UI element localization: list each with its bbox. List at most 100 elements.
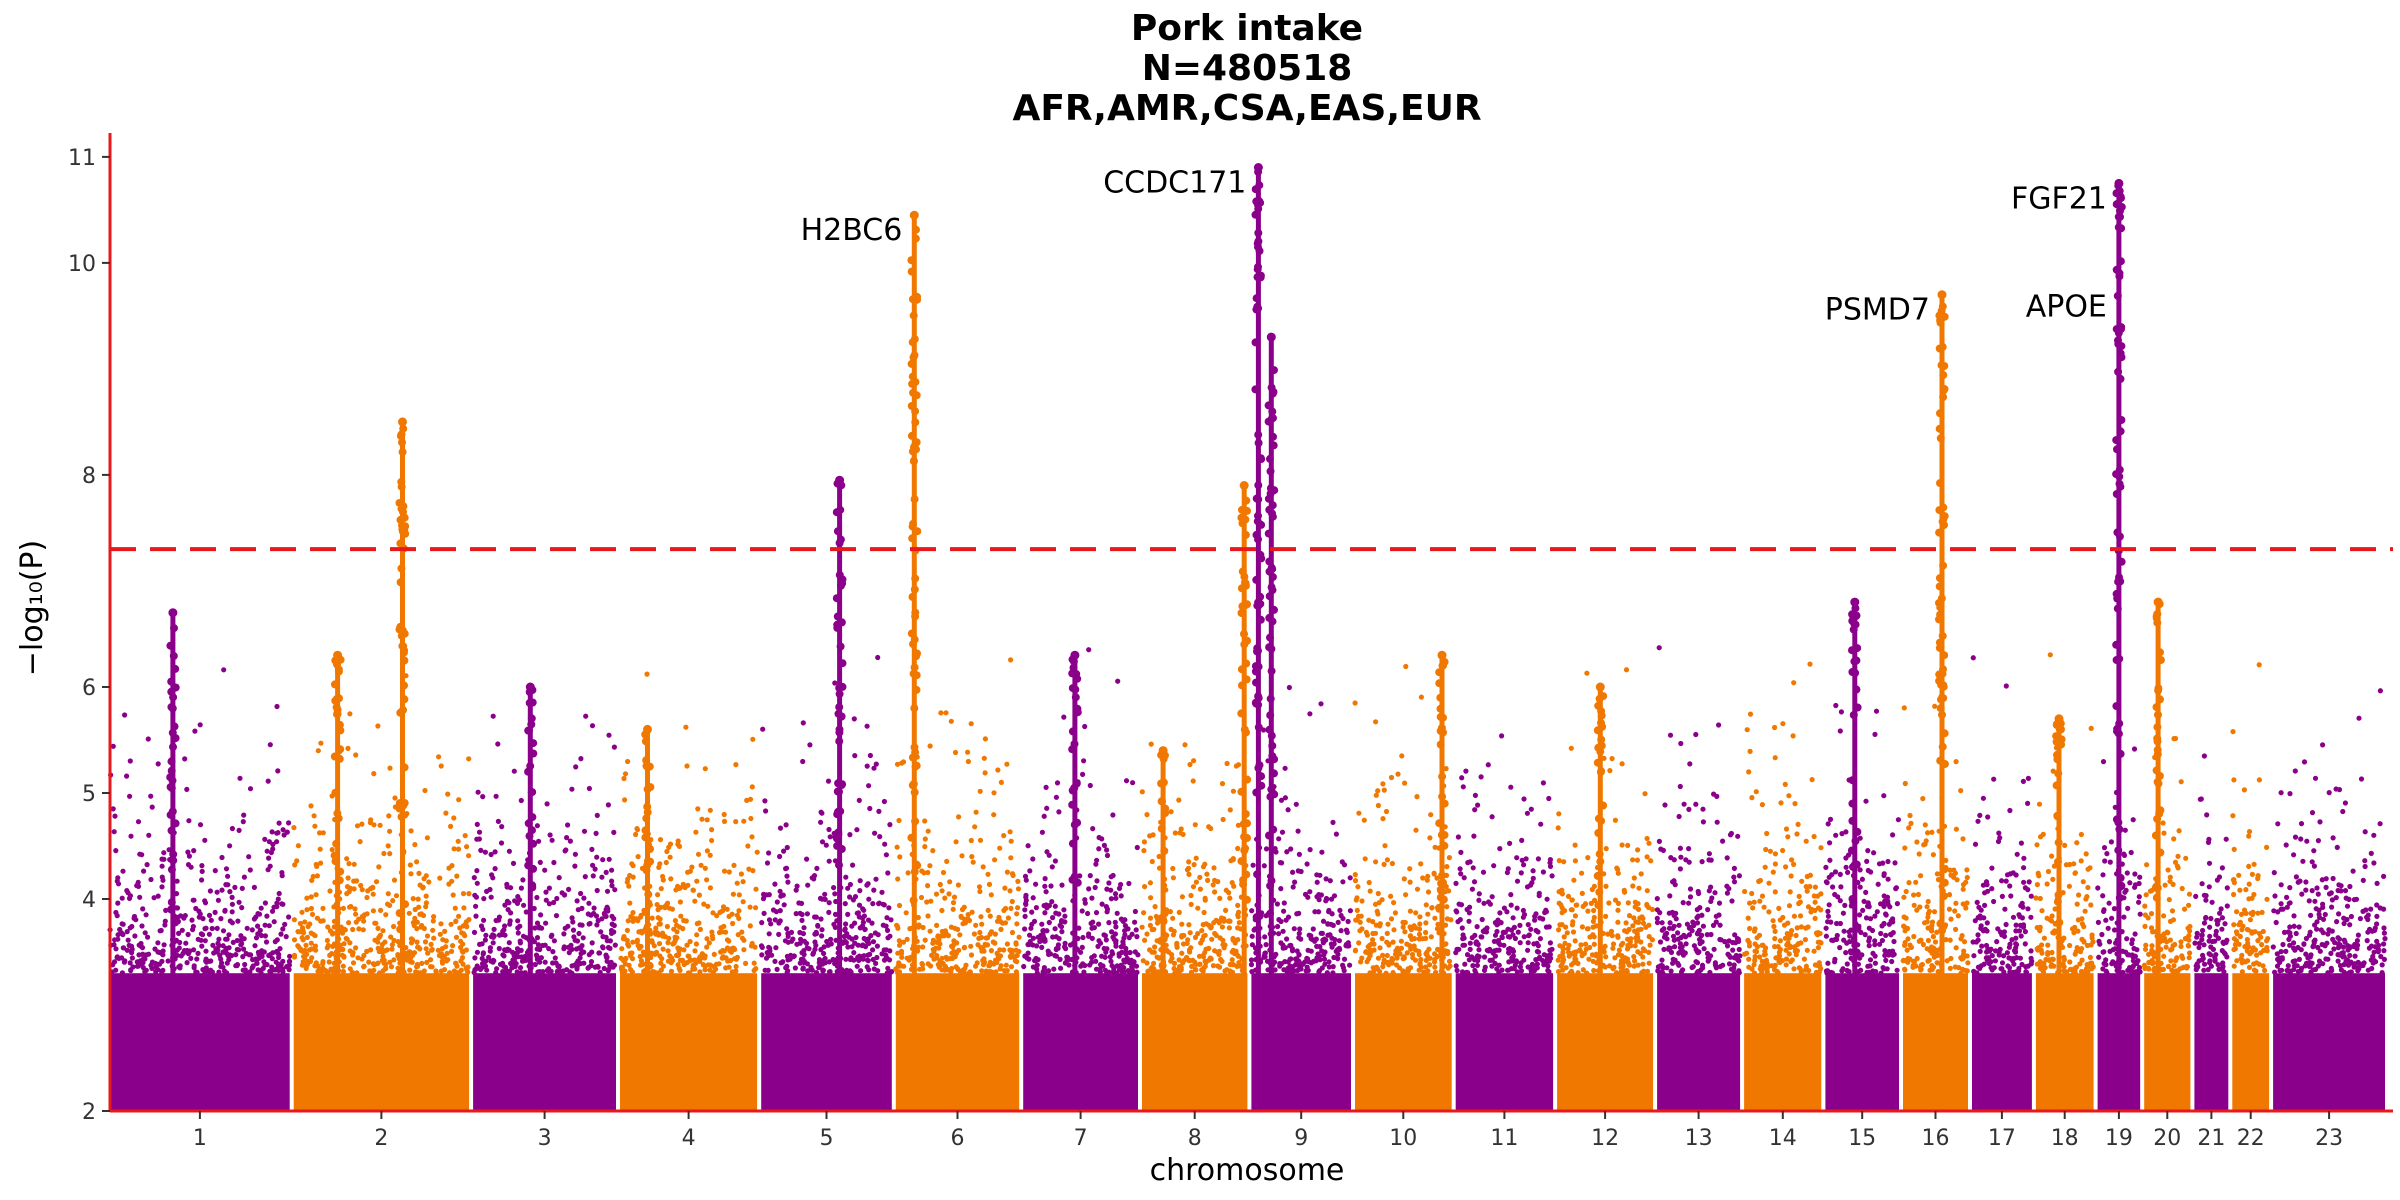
y-tick-label: 5 [82, 782, 96, 807]
peak-points [1435, 657, 1449, 912]
peak-top-point [1595, 682, 1605, 692]
y-tick-label: 2 [82, 1100, 96, 1125]
annotation-fgf21: FGF21 [2011, 181, 2107, 216]
peak-points [1264, 366, 1279, 918]
dense-points-band [1657, 973, 1741, 1111]
peak-11 [1264, 332, 1279, 976]
dense-points-band [761, 973, 892, 1111]
x-tick-label: 19 [2105, 1126, 2133, 1151]
chromosome-7-points [1021, 647, 1141, 1111]
x-tick-label: 21 [2197, 1126, 2225, 1151]
y-tick-label: 4 [82, 888, 96, 913]
peak-points [1251, 167, 1266, 922]
x-tick-label: 23 [2315, 1126, 2343, 1151]
peak-top-point [1850, 597, 1860, 607]
peak-9 [1237, 481, 1252, 976]
chromosome-10-points [1352, 663, 1454, 1111]
y-tick-label: 6 [82, 676, 96, 701]
chromosome-23-points [2270, 688, 2388, 1111]
chromosome-14-points [1741, 661, 1824, 1111]
chromosome-18-points [2033, 652, 2096, 1111]
peak-top-point [1437, 650, 1447, 660]
scatter-points [1021, 647, 1141, 976]
peak-top-point [1239, 481, 1249, 490]
scatter-points [107, 667, 293, 976]
chromosome-3-points [471, 713, 618, 1111]
x-tick-label: 18 [2051, 1126, 2079, 1151]
x-axis-title: chromosome [1150, 1153, 1345, 1188]
dense-points-band [473, 973, 616, 1111]
x-tick-label: 16 [1922, 1126, 1950, 1151]
peak-17 [2112, 178, 2126, 976]
dense-points-band [2194, 973, 2229, 1111]
chromosome-22-points [2230, 662, 2271, 1111]
annotation-apoe: APOE [2026, 290, 2107, 325]
chromosome-16-points [1900, 693, 1971, 1111]
chromosome-2-points [291, 673, 472, 1111]
peak-top-point [1937, 290, 1947, 300]
data-points [107, 163, 2388, 1111]
x-tick-label: 17 [1988, 1126, 2016, 1151]
dense-points-band [895, 973, 1020, 1111]
scatter-points [2141, 735, 2193, 975]
peak-top-point [168, 608, 178, 618]
gene-annotations: H2BC6 CCDC171 PSMD7 FGF21 APOE [801, 166, 2107, 328]
y-axis-title: −log₁₀(P) [15, 540, 50, 676]
peak-points [2112, 181, 2126, 902]
dense-points-band [1972, 973, 2032, 1111]
peak-top-point [333, 650, 343, 660]
peak-top-point [643, 724, 652, 734]
chromosome-4-points [618, 671, 760, 1111]
peak-points [1068, 655, 1082, 887]
dense-points-band [1744, 973, 1822, 1111]
chromosome-9-points [1248, 684, 1353, 1111]
dense-points-band [2144, 973, 2191, 1111]
x-tick-label: 1 [193, 1126, 207, 1151]
chromosome-6-points [893, 657, 1022, 1111]
peak-top-point [1266, 332, 1276, 342]
dense-points-band [1903, 973, 1968, 1111]
y-tick-label: 10 [68, 252, 96, 277]
dense-points-band [2097, 973, 2141, 1111]
peak-5 [832, 475, 847, 977]
scatter-points [893, 657, 1022, 976]
peak-top-point [1253, 163, 1263, 172]
peak-16 [2052, 714, 2066, 976]
x-tick-label: 15 [1848, 1126, 1876, 1151]
scatter-points [471, 713, 618, 976]
peak-points [1847, 604, 1862, 957]
peak-points [832, 479, 847, 977]
peak-points [1935, 302, 1949, 935]
x-tick-label: 12 [1591, 1126, 1619, 1151]
peak-points [395, 424, 410, 934]
dense-points-band [1142, 973, 1248, 1111]
scatter-points [1248, 684, 1353, 976]
chromosome-20-points [2141, 735, 2193, 1111]
x-tick-label: 11 [1490, 1126, 1518, 1151]
peak-14 [1847, 597, 1862, 976]
peak-0 [166, 608, 180, 976]
peak-top-point [1070, 650, 1080, 660]
peak-points [1593, 692, 1608, 910]
dense-points-band [1825, 973, 1899, 1111]
scatter-points [1823, 702, 1901, 976]
x-tick-label: 6 [951, 1126, 965, 1151]
scatter-points [758, 654, 895, 976]
peak-top-point [2153, 597, 2163, 607]
scatter-points [2270, 688, 2388, 976]
chromosome-5-points [758, 654, 895, 1111]
peak-points [1237, 496, 1252, 904]
chromosome-11-points [1453, 733, 1555, 1111]
peak-top-point [2054, 714, 2064, 724]
scatter-points [2192, 753, 2230, 975]
peak-10 [1251, 163, 1266, 976]
x-tick-label: 22 [2237, 1126, 2265, 1151]
peak-points [1157, 751, 1170, 970]
dense-points-band [110, 973, 290, 1111]
chromosome-8-points [1139, 741, 1249, 1111]
peak-points [524, 686, 538, 943]
title-line-1: Pork intake [1131, 8, 1363, 49]
peak-points [330, 655, 345, 885]
